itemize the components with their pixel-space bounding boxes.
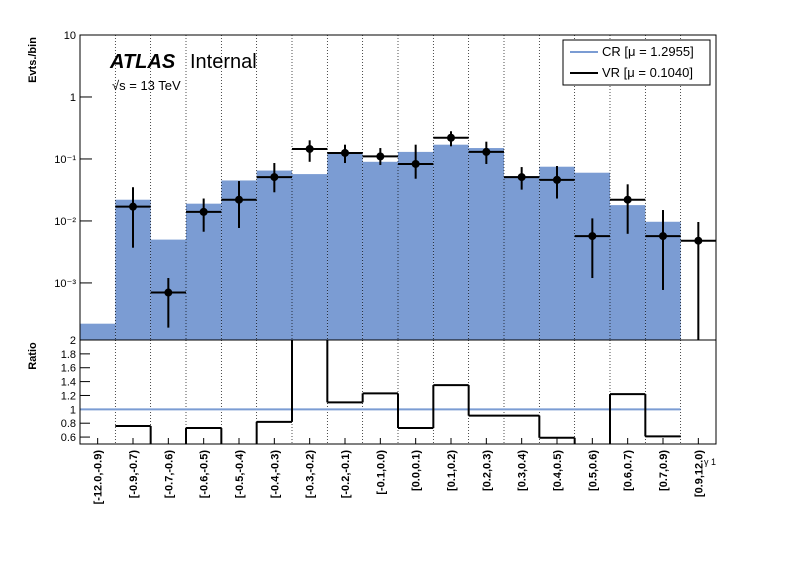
legend-box: [562, 39, 711, 86]
vr-point: [588, 232, 597, 241]
cr-bar: [433, 144, 469, 340]
cr-bar: [468, 148, 504, 340]
cr-bar: [292, 174, 328, 340]
y-tick-label: 10: [64, 30, 76, 42]
x-tick-label: [-0.2,-0.1): [340, 450, 352, 499]
x-axis-label: γ 1: [704, 457, 716, 467]
vr-point: [482, 147, 491, 156]
plot: 10⁻³ 10⁻² 10⁻¹ 1 10 0.6 0.8 1 1.21.4 1.6 1.8 2 [-12.…: [54, 30, 716, 504]
cr-bar: [80, 323, 116, 340]
ratio-tick-label: 0.8: [61, 418, 76, 430]
ratio-axis-label: Ratio: [27, 342, 39, 370]
vr-point: [411, 159, 420, 168]
atlas-status: Internal: [190, 51, 257, 73]
y-tick-label: 10⁻³: [54, 278, 76, 290]
cr-bar: [256, 170, 292, 340]
x-tick-label: [0.0,0.1): [411, 450, 423, 491]
ratio-tick-label: 1: [70, 404, 76, 416]
y-tick-label: 10⁻¹: [54, 154, 76, 166]
cr-bar: [362, 161, 398, 340]
ratio-tick-label: 1.2: [61, 390, 76, 402]
x-tick-label: [0.2,0.3): [481, 450, 493, 491]
ratio-lines: [80, 340, 681, 444]
vr-point: [129, 202, 137, 211]
x-tick-label: [-0.9,-0.7): [128, 450, 140, 499]
vr-point: [199, 207, 208, 216]
vr-point: [164, 288, 173, 297]
x-tick-label: [-0.7,-0.6): [163, 450, 175, 499]
y-axis-label: Evts./bin: [27, 37, 39, 83]
ratio-tick-label: 1.6: [61, 363, 76, 375]
energy-label: √s = 13 TeV: [112, 78, 181, 93]
cr-bar: [398, 151, 434, 340]
cr-bar: [327, 152, 363, 340]
vr-point: [623, 195, 632, 204]
cr-bar: [504, 176, 540, 340]
x-tick-label: [-0.4,-0.3): [269, 450, 281, 499]
x-tick-label: [0.9,12.0): [693, 450, 705, 497]
x-tick-label: [-12.0,-0.9): [93, 450, 105, 505]
legend-label: CR [μ = 1.2955]: [602, 44, 694, 59]
vr-point: [517, 173, 526, 182]
vr-point: [270, 173, 279, 182]
x-tick-label: [-0.5,-0.4): [234, 450, 246, 499]
legend: CR [μ = 1.2955] VR [μ = 0.1040]: [562, 39, 711, 86]
x-tick-label: [0.7,0.9): [658, 450, 670, 491]
vr-point: [553, 175, 561, 184]
x-tick-label: [0.1,0.2): [446, 450, 458, 491]
atlas-label: ATLAS: [109, 51, 176, 73]
ratio-tick-label: 0.6: [61, 432, 76, 444]
x-tick-label: [-0.6,-0.5): [199, 450, 211, 499]
y-tick-label: 1: [70, 92, 76, 104]
x-tick-label: [0.4,0.5): [552, 450, 564, 491]
vr-point: [694, 236, 703, 245]
x-tick-label: [0.6,0.7): [623, 450, 635, 491]
vr-point: [235, 195, 243, 204]
ratio-tick-label: 1.4: [61, 377, 76, 389]
x-tick-label: [-0.1,0.0): [375, 450, 387, 495]
vr-point: [659, 232, 667, 241]
x-tick-label: [0.3,0.4): [517, 450, 529, 491]
vr-point: [376, 152, 385, 161]
ratio-tick-label: 2: [70, 335, 76, 347]
ratio-frame: [79, 339, 717, 445]
x-tick-label: [0.5,0.6): [587, 450, 599, 491]
vr-point: [341, 148, 349, 157]
vr-point: [447, 133, 455, 142]
x-tick-label: [-0.3,-0.2): [305, 450, 317, 499]
legend-label: VR [μ = 0.1040]: [602, 65, 693, 80]
vr-point: [305, 144, 314, 153]
ratio-tick-label: 1.8: [61, 349, 76, 361]
y-tick-label: 10⁻²: [54, 216, 76, 228]
